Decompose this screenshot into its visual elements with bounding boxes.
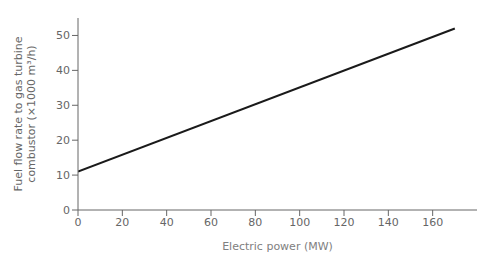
svg-text:40: 40 [56,64,70,77]
svg-text:80: 80 [248,216,262,229]
svg-text:20: 20 [56,134,70,147]
svg-text:30: 30 [56,99,70,112]
svg-text:60: 60 [204,216,218,229]
svg-text:140: 140 [378,216,399,229]
svg-text:160: 160 [422,216,443,229]
svg-text:Electric power (MW): Electric power (MW) [222,240,333,253]
svg-text:Fuel flow rate to gas turbine: Fuel flow rate to gas turbine [12,36,25,191]
svg-text:40: 40 [160,216,174,229]
svg-text:100: 100 [289,216,310,229]
svg-text:10: 10 [56,169,70,182]
svg-text:0: 0 [75,216,82,229]
svg-text:combustor (×1000 m³/h): combustor (×1000 m³/h) [25,45,38,182]
svg-text:0: 0 [63,204,70,217]
svg-text:20: 20 [115,216,129,229]
svg-text:50: 50 [56,29,70,42]
svg-text:120: 120 [334,216,355,229]
